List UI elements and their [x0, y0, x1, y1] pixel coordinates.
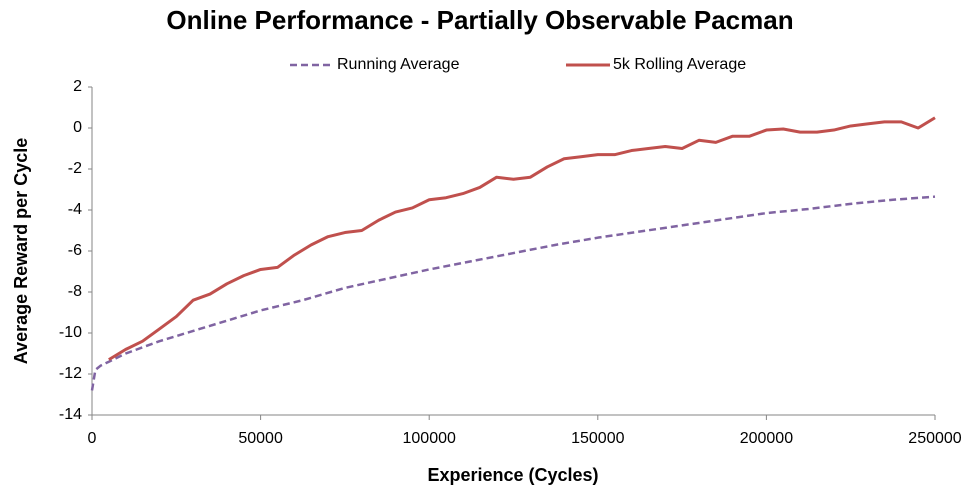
series-line [108, 116, 936, 361]
x-tick-label: 200000 [740, 430, 793, 447]
series-line [90, 195, 936, 391]
y-tick-label: -4 [68, 201, 82, 218]
x-tick-label: 50000 [238, 430, 283, 447]
y-tick-label: 0 [73, 119, 82, 136]
y-tick-label: -12 [59, 365, 82, 382]
x-tick-label: 150000 [571, 430, 624, 447]
y-tick-label: 2 [73, 78, 82, 95]
x-tick-label: 0 [88, 430, 97, 447]
y-axis-title: Average Reward per Cycle [11, 138, 31, 364]
y-tick-label: -6 [68, 242, 82, 259]
y-tick-label: -8 [68, 283, 82, 300]
chart-title: Online Performance - Partially Observabl… [166, 5, 793, 35]
x-tick-label: 250000 [908, 430, 961, 447]
y-tick-label: -10 [59, 324, 82, 341]
legend-label: 5k Rolling Average [613, 56, 746, 73]
x-tick-label: 100000 [403, 430, 456, 447]
x-axis-title: Experience (Cycles) [427, 465, 598, 485]
y-tick-label: -2 [68, 160, 82, 177]
legend-label: Running Average [337, 56, 460, 73]
y-tick-label: -14 [59, 406, 82, 423]
